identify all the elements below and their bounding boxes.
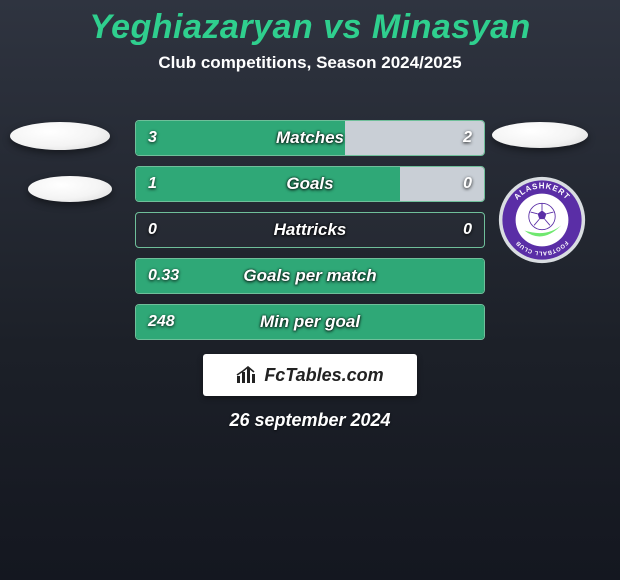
stat-row: 0.33Goals per match bbox=[135, 258, 485, 294]
date-line: 26 september 2024 bbox=[0, 410, 620, 431]
stat-row: 10Goals bbox=[135, 166, 485, 202]
branding-text: FcTables.com bbox=[264, 365, 383, 386]
bar-chart-icon bbox=[236, 366, 258, 384]
subtitle: Club competitions, Season 2024/2025 bbox=[0, 53, 620, 73]
stat-left-value: 0 bbox=[148, 213, 157, 247]
stat-fill-left bbox=[136, 305, 484, 339]
comparison-bars: 32Matches 10Goals 0 0Hattricks 0.33Goals per… bbox=[135, 120, 485, 350]
branding-fctables: FcTables.com bbox=[203, 354, 417, 396]
stat-fill-left bbox=[136, 167, 400, 201]
left-player-oval bbox=[10, 122, 110, 150]
club-badge-alashkert: ALASHKERT FOOTBALL CLUB bbox=[498, 176, 586, 264]
left-player-oval bbox=[28, 176, 112, 202]
stat-fill-left bbox=[136, 121, 345, 155]
stat-row: 248Min per goal bbox=[135, 304, 485, 340]
stat-label: Hattricks bbox=[136, 213, 484, 247]
stat-fill-left bbox=[136, 259, 484, 293]
stat-row: 32Matches bbox=[135, 120, 485, 156]
stat-row: 0 0Hattricks bbox=[135, 212, 485, 248]
stat-fill-right bbox=[345, 121, 484, 155]
right-player-oval bbox=[492, 122, 588, 148]
stat-right-value: 0 bbox=[463, 213, 472, 247]
page-title: Yeghiazaryan vs Minasyan bbox=[0, 0, 620, 47]
stat-fill-right bbox=[400, 167, 484, 201]
